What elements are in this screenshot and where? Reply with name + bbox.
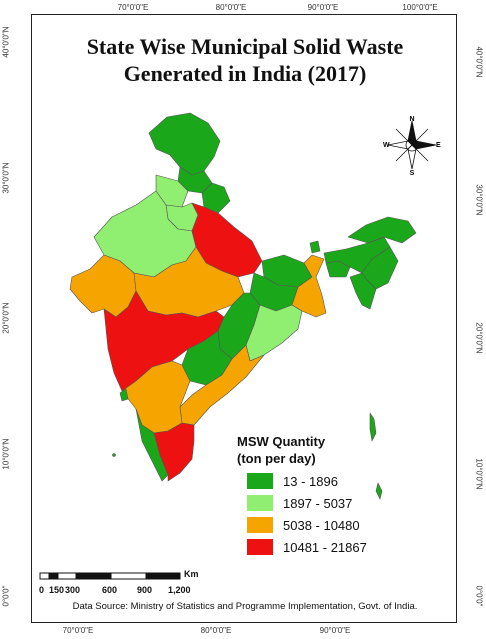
legend-item: 13 - 1896 <box>247 473 367 489</box>
scale-bar: Km 0 150 300 600 900 1,200 <box>36 569 199 595</box>
data-source-note: Data Source: Ministry of Statistics and … <box>72 601 418 612</box>
legend-item: 5038 - 10480 <box>247 517 367 533</box>
legend-swatch <box>247 473 273 489</box>
india-state-map <box>69 112 417 500</box>
longitude-label-80e-bottom: 80°0'0"E <box>200 626 232 635</box>
longitude-label-70e-bottom: 70°0'0"E <box>62 626 94 635</box>
latitude-label-30n-left: 30°0'0"N <box>1 162 11 194</box>
latitude-label-10n-left: 10°0'0"N <box>1 438 11 470</box>
state-lakshadweep <box>112 453 116 457</box>
legend-title-line1: MSW Quantity <box>237 434 326 449</box>
scale-unit: Km <box>184 569 199 579</box>
latitude-label-40n-right: 40°0'0"N <box>474 46 484 78</box>
legend-swatch <box>247 539 273 555</box>
compass-icon: N S W E <box>383 116 441 175</box>
legend-item: 10481 - 21867 <box>247 539 367 555</box>
legend-label: 13 - 1896 <box>283 473 338 489</box>
state-jammu-kashmir <box>148 112 221 176</box>
latitude-label-30n-right: 30°0'0"N <box>474 184 484 216</box>
map-title-line1: State Wise Municipal Solid Waste <box>86 34 404 59</box>
legend-title: MSW Quantity (ton per day) <box>237 433 367 467</box>
scale-bar-graphic <box>39 572 181 580</box>
longitude-label-90e-bottom: 90°0'0"E <box>319 626 351 635</box>
state-andhra-pradesh <box>179 344 265 426</box>
legend-swatch <box>247 495 273 511</box>
latitude-label-40n-left: 40°0'0"N <box>1 26 11 58</box>
legend-label: 1897 - 5037 <box>283 495 353 511</box>
compass-n-label: N <box>409 116 414 123</box>
compass-w-label: W <box>383 142 390 149</box>
state-mizoram-tripura <box>349 272 377 310</box>
map-title-line2: Generated in India (2017) <box>123 61 367 86</box>
state-west-bengal <box>291 254 327 318</box>
legend-title-line2: (ton per day) <box>237 451 316 466</box>
longitude-label-100e: 100°0'0"E <box>402 3 438 12</box>
scale-tick: 0 <box>39 585 45 595</box>
latitude-label-0-right: 0°0'0" <box>474 585 484 607</box>
legend-item: 1897 - 5037 <box>247 495 367 511</box>
latitude-label-0-left: 0°0'0" <box>1 585 11 607</box>
legend-swatch <box>247 517 273 533</box>
state-meghalaya <box>325 260 351 278</box>
latitude-label-10n-right: 10°0'0"N <box>474 458 484 490</box>
latitude-label-20n-right: 20°0'0"N <box>474 322 484 354</box>
longitude-label-70e: 70°0'0"E <box>117 3 149 12</box>
state-goa <box>119 388 129 402</box>
scale-tick: 600 <box>102 585 118 595</box>
map-frame: State Wise Municipal Solid Waste Generat… <box>31 14 457 623</box>
scale-tick: 1,200 <box>168 585 191 595</box>
scale-tick: 300 <box>65 585 81 595</box>
state-odisha <box>245 304 303 362</box>
state-tamil-nadu <box>153 422 195 482</box>
state-sikkim <box>309 240 321 254</box>
compass-e-label: E <box>436 142 441 149</box>
state-uttar-pradesh <box>191 202 263 278</box>
longitude-label-80e: 80°0'0"E <box>215 3 247 12</box>
map-legend: MSW Quantity (ton per day) 13 - 1896 189… <box>237 433 367 555</box>
longitude-label-90e: 90°0'0"E <box>307 3 339 12</box>
scale-tick: 150 <box>49 585 65 595</box>
latitude-label-20n-left: 20°0'0"N <box>1 302 11 334</box>
legend-label: 10481 - 21867 <box>283 539 367 555</box>
legend-label: 5038 - 10480 <box>283 517 360 533</box>
map-title: State Wise Municipal Solid Waste Generat… <box>32 33 456 87</box>
scale-tick: 900 <box>137 585 153 595</box>
state-arunachal-pradesh <box>347 216 417 244</box>
compass-s-label: S <box>410 170 415 175</box>
state-andaman-nicobar <box>369 412 383 500</box>
